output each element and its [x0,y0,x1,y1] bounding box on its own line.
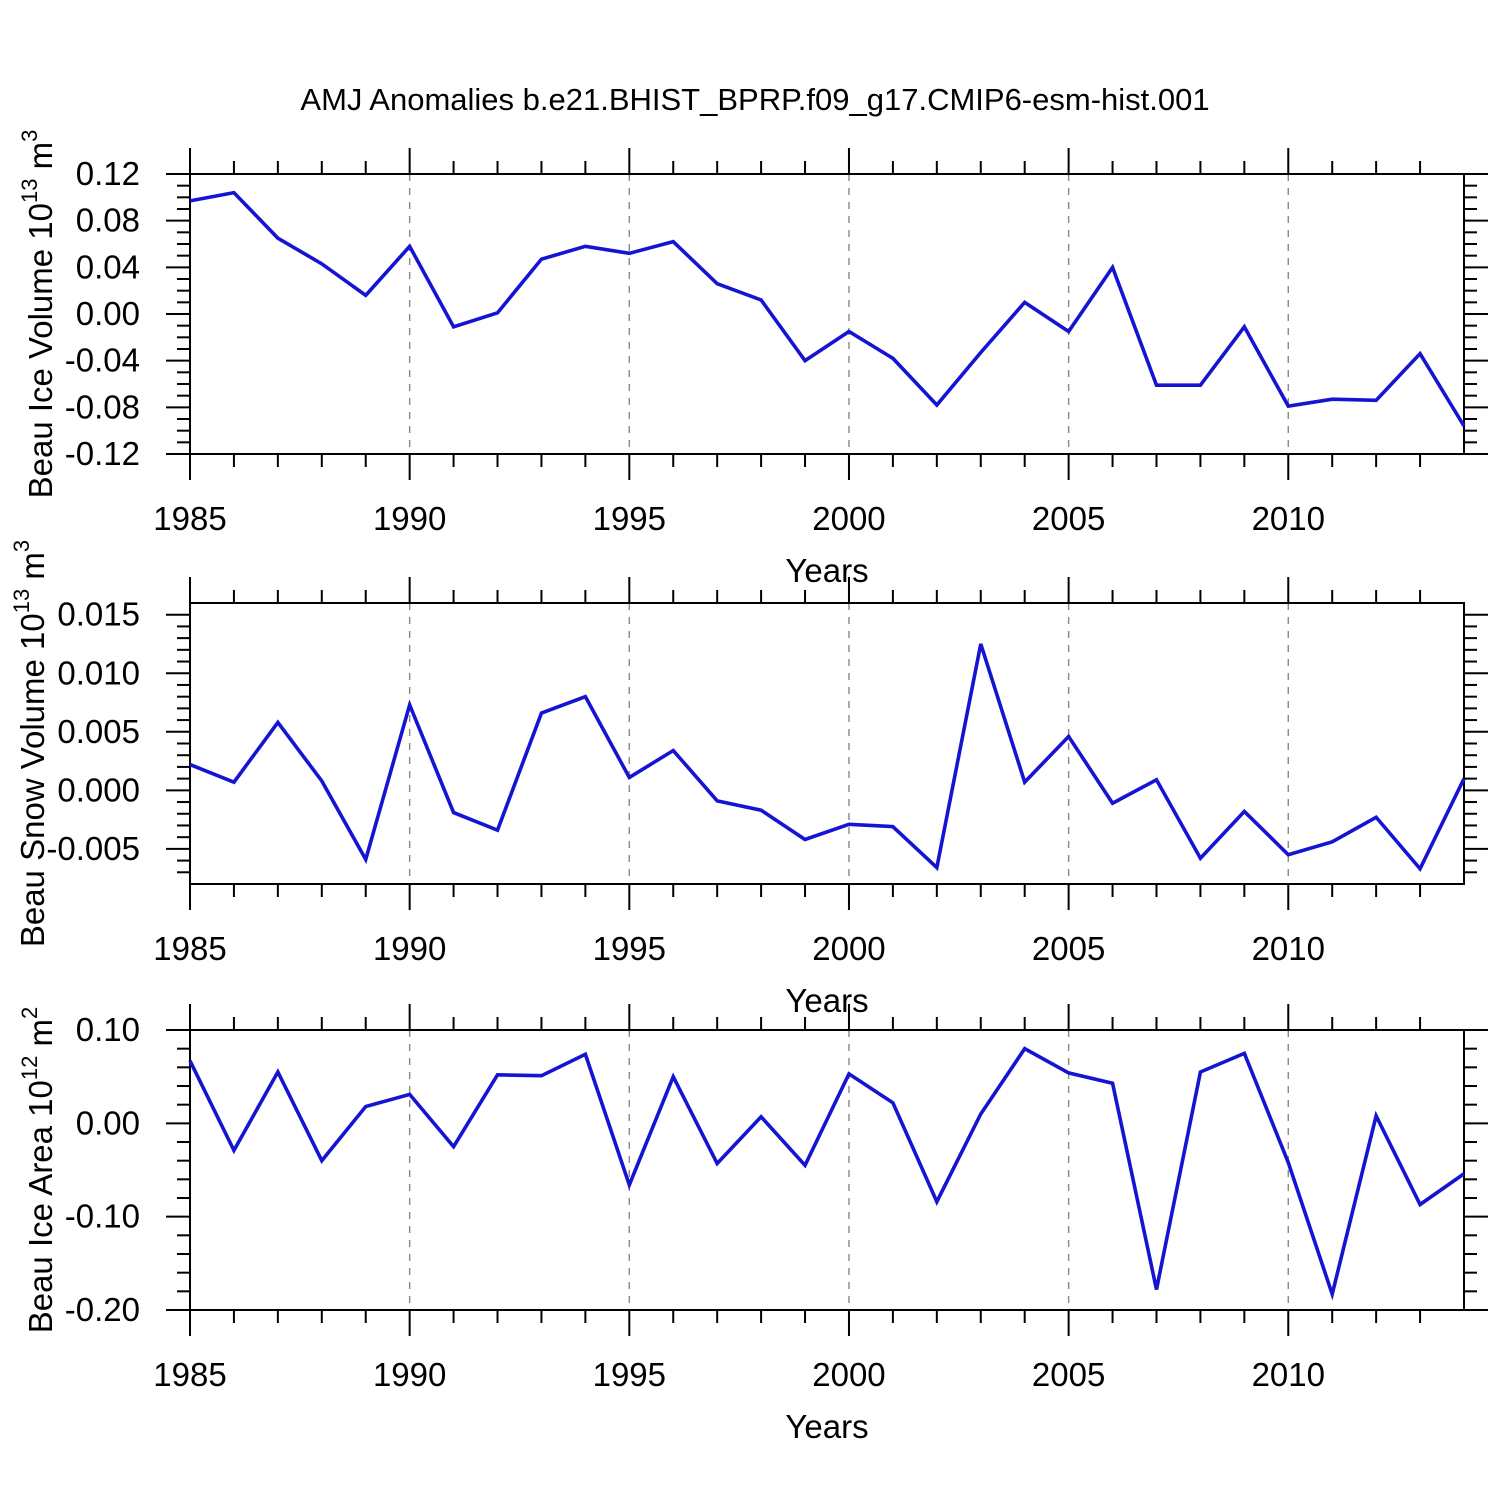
x-tick-label: 1985 [153,500,226,537]
x-tick-label: 1985 [153,1356,226,1393]
x-axis-title: Years [785,552,868,589]
y-tick-label: 0.12 [76,155,140,192]
y-tick-label: 0.005 [57,713,140,750]
x-tick-label: 1990 [373,930,446,967]
x-tick-label: 2010 [1252,930,1325,967]
y-tick-label: -0.04 [65,342,140,379]
series-line [188,1046,1466,1301]
panel-beau-ice-volume: 0.12 0.08 0.04 0.00 -0.04 -0.08 -0.12 1985 1990 1… [17,130,1488,589]
series-line [189,190,1466,427]
y-tick-label: -0.20 [65,1291,140,1328]
y-axis-title-superscript: 3 [17,130,42,142]
y-axis-title-superscript: 13 [9,589,34,613]
x-tick-label: 2005 [1032,1356,1105,1393]
plot-frame [189,173,1465,455]
y-tick-label: 0.10 [76,1011,140,1048]
x-tick-label: 2005 [1032,500,1105,537]
y-tick-label: 0.04 [76,248,140,285]
plot-frame [189,1029,1465,1311]
x-tick-label: 2000 [812,930,885,967]
y-axis-title-segment: Beau Ice Volume 10 [22,203,59,498]
y-axis-title-segment: Beau Ice Area 10 [22,1080,59,1333]
y-tick-label: 0.00 [76,1104,140,1141]
x-axis-title: Years [785,982,868,1019]
chart-title: AMJ Anomalies b.e21.BHIST_BPRP.f09_g17.C… [300,82,1209,117]
y-axis-title-segment: m [14,552,51,589]
y-tick-label: 0.00 [76,295,140,332]
x-tick-label: 2000 [812,500,885,537]
y-axis-title-segment: m [22,142,59,179]
y-tick-label: 0.08 [76,202,140,239]
y-axis-title: Beau Ice Volume 1013 m3 [17,130,59,499]
x-tick-label: 1995 [593,1356,666,1393]
y-tick-label: -0.10 [65,1198,140,1235]
y-axis-title: Beau Snow Volume 1013 m3 [9,540,51,947]
x-tick-label: 2010 [1252,1356,1325,1393]
series-line [189,643,1466,873]
x-tick-label: 2005 [1032,930,1105,967]
x-tick-label: 2000 [812,1356,885,1393]
x-tick-label: 1985 [153,930,226,967]
x-tick-label: 1990 [373,500,446,537]
y-axis-title-superscript: 12 [17,1056,42,1080]
x-tick-label: 1995 [593,500,666,537]
y-tick-label: 0.000 [57,771,140,808]
panel-beau-ice-area: 0.10 0.00 -0.10 -0.20 1985 1990 1995 2000 2005 20… [17,1004,1488,1445]
y-axis-title-superscript: 2 [17,1007,42,1019]
x-axis-title: Years [785,1408,868,1445]
y-axis-title-superscript: 3 [9,540,34,552]
y-tick-label: 0.010 [57,654,140,691]
y-axis-title-segment: m [22,1019,59,1056]
y-axis-title-superscript: 13 [17,179,42,203]
y-tick-label: -0.005 [46,830,140,867]
y-tick-label: -0.12 [65,435,140,472]
y-tick-label: 0.015 [57,596,140,633]
x-tick-label: 2010 [1252,500,1325,537]
y-axis-title-segment: Beau Snow Volume 10 [14,613,51,947]
x-tick-label: 1990 [373,1356,446,1393]
y-axis-title: Beau Ice Area 1012 m2 [17,1007,59,1334]
y-tick-label: -0.08 [65,388,140,425]
panel-beau-snow-volume: 0.015 0.010 0.005 0.000 -0.005 1985 1990 1995 20… [9,540,1488,1019]
x-tick-label: 1995 [593,930,666,967]
